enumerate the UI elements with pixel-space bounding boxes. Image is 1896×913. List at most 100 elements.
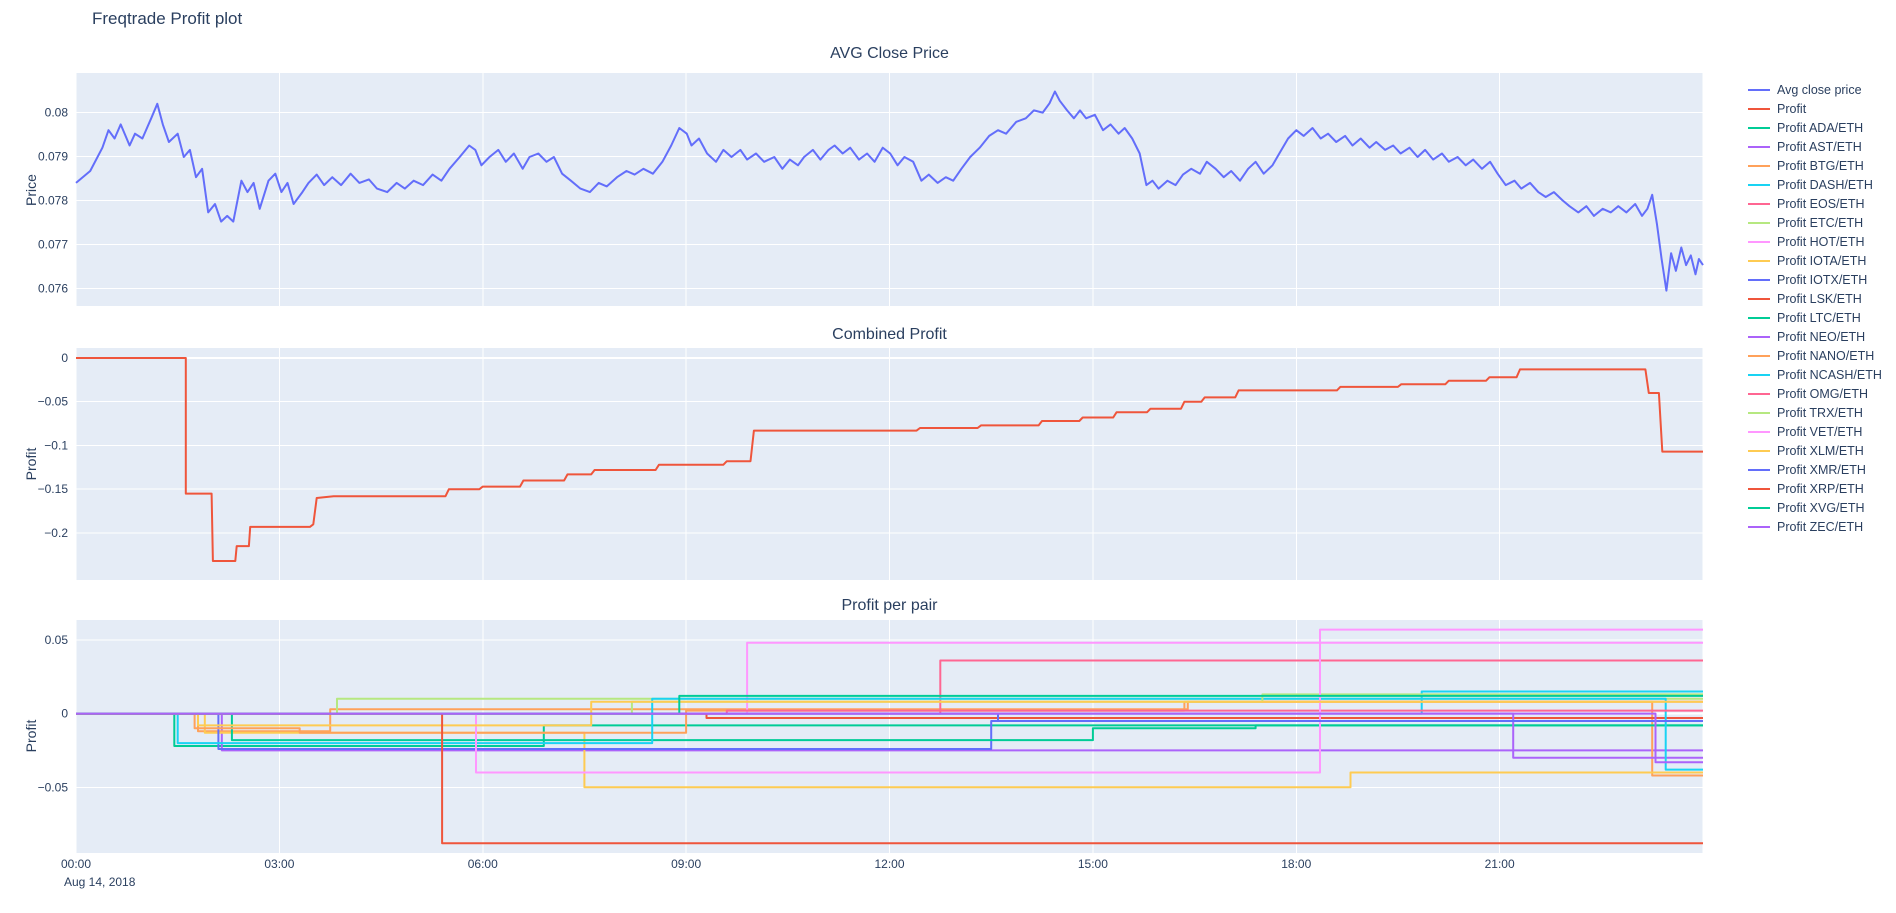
series-line-profit [76,357,1703,562]
legend-item-profit-iota-eth[interactable]: Profit IOTA/ETH [1748,251,1882,270]
x-tick-label: 12:00 [874,857,905,871]
series-line-profit-iota-eth [76,712,1703,789]
legend-item-profit[interactable]: Profit [1748,99,1882,118]
x-tick-label: 15:00 [1077,857,1108,871]
x-tick-label: 18:00 [1281,857,1312,871]
legend-label: Profit LTC/ETH [1777,310,1861,325]
legend-line-swatch [1748,278,1770,281]
legend-item-profit-xvg-eth[interactable]: Profit XVG/ETH [1748,498,1882,517]
legend-label: Profit XVG/ETH [1777,500,1865,515]
legend-item-profit-nano-eth[interactable]: Profit NANO/ETH [1748,346,1882,365]
y-tick-label: −0.2 [44,526,68,540]
legend-label: Profit IOTA/ETH [1777,253,1867,268]
legend-item-avg-close-price[interactable]: Avg close price [1748,80,1882,99]
subplot-title-profit-per-pair: Profit per pair [841,597,938,614]
legend-line-swatch [1748,335,1770,338]
avg-close-price-chart-canvas[interactable]: 0.08 0.079 0.078 0.077 0.076 [0,73,1896,306]
legend-label: Profit DASH/ETH [1777,177,1873,192]
y-tick-label: 0 [61,351,68,365]
x-tick-label: 09:00 [671,857,702,871]
legend-item-profit-dash-eth[interactable]: Profit DASH/ETH [1748,175,1882,194]
series-line-avg-close-price [75,90,1704,292]
legend-label: Profit XRP/ETH [1777,481,1864,496]
legend-item-profit-zec-eth[interactable]: Profit ZEC/ETH [1748,517,1882,536]
legend-item-profit-iotx-eth[interactable]: Profit IOTX/ETH [1748,270,1882,289]
series-line-profit-ncash-eth [76,697,1703,771]
legend-label: Profit LSK/ETH [1777,291,1862,306]
legend-label: Profit HOT/ETH [1777,234,1865,249]
profit-per-pair-chart-canvas[interactable]: 0.05 0 −0.05 [0,620,1896,853]
legend-item-profit-etc-eth[interactable]: Profit ETC/ETH [1748,213,1882,232]
legend-line-swatch [1748,487,1770,490]
x-tick-label: 03:00 [264,857,295,871]
legend-item-profit-omg-eth[interactable]: Profit OMG/ETH [1748,384,1882,403]
y-tick-label: 0 [61,707,68,721]
legend-label: Profit IOTX/ETH [1777,272,1868,287]
legend-line-swatch [1748,430,1770,433]
legend-line-swatch [1748,145,1770,148]
series-line-profit-nano-eth [76,700,1703,734]
legend-item-profit-btg-eth[interactable]: Profit BTG/ETH [1748,156,1882,175]
legend-item-profit-ncash-eth[interactable]: Profit NCASH/ETH [1748,365,1882,384]
legend-label: Profit VET/ETH [1777,424,1863,439]
legend-line-swatch [1748,411,1770,414]
legend-line-swatch [1748,202,1770,205]
legend-line-swatch [1748,221,1770,224]
legend-item-profit-neo-eth[interactable]: Profit NEO/ETH [1748,327,1882,346]
legend-label: Profit ADA/ETH [1777,120,1864,135]
legend-item-profit-ast-eth[interactable]: Profit AST/ETH [1748,137,1882,156]
legend-item-profit-xrp-eth[interactable]: Profit XRP/ETH [1748,479,1882,498]
legend-line-swatch [1748,525,1770,528]
legend-item-profit-ltc-eth[interactable]: Profit LTC/ETH [1748,308,1882,327]
legend-line-swatch [1748,259,1770,262]
legend-line-swatch [1748,297,1770,300]
legend-label: Profit NCASH/ETH [1777,367,1882,382]
legend-label: Profit XLM/ETH [1777,443,1864,458]
legend-label: Profit OMG/ETH [1777,386,1868,401]
legend-line-swatch [1748,316,1770,319]
legend-item-profit-lsk-eth[interactable]: Profit LSK/ETH [1748,289,1882,308]
legend-line-swatch [1748,468,1770,471]
legend-label: Profit NANO/ETH [1777,348,1875,363]
legend-item-profit-ada-eth[interactable]: Profit ADA/ETH [1748,118,1882,137]
legend-line-swatch [1748,183,1770,186]
y-tick-label: −0.05 [38,395,69,409]
series-line-profit-zec-eth [76,712,1703,764]
legend-line-swatch [1748,506,1770,509]
subplot-title-combined-profit: Combined Profit [832,326,947,343]
legend-item-profit-hot-eth[interactable]: Profit HOT/ETH [1748,232,1882,251]
y-tick-label: 0.079 [38,150,68,164]
y-tick-label: 0.05 [45,633,69,647]
legend-line-swatch [1748,373,1770,376]
legend-item-profit-xmr-eth[interactable]: Profit XMR/ETH [1748,460,1882,479]
legend-line-swatch [1748,392,1770,395]
legend: Avg close price Profit Profit ADA/ETH Profi… [1748,80,1882,536]
legend-item-profit-eos-eth[interactable]: Profit EOS/ETH [1748,194,1882,213]
y-tick-label: −0.05 [38,780,69,794]
y-tick-label: −0.15 [38,482,69,496]
legend-line-swatch [1748,449,1770,452]
legend-line-swatch [1748,240,1770,243]
x-tick-label: 00:00 [60,857,92,871]
legend-label: Profit NEO/ETH [1777,329,1866,344]
legend-label: Profit ETC/ETH [1777,215,1864,230]
legend-label: Profit ZEC/ETH [1777,519,1864,534]
legend-label: Profit EOS/ETH [1777,196,1865,211]
y-tick-label: 0.08 [45,106,69,120]
legend-line-swatch [1748,126,1770,129]
y-tick-label: 0.077 [38,237,68,251]
legend-label: Profit AST/ETH [1777,139,1862,154]
series-line-profit-ltc-eth [76,712,1703,742]
legend-item-profit-trx-eth[interactable]: Profit TRX/ETH [1748,403,1882,422]
legend-line-swatch [1748,88,1770,91]
legend-label: Profit [1777,101,1807,116]
legend-line-swatch [1748,354,1770,357]
legend-item-profit-xlm-eth[interactable]: Profit XLM/ETH [1748,441,1882,460]
legend-label: Profit BTG/ETH [1777,158,1864,173]
legend-label: Profit XMR/ETH [1777,462,1866,477]
combined-profit-chart-canvas[interactable]: 0 −0.05 −0.1 −0.15 −0.2 [0,348,1896,580]
y-tick-label: −0.1 [44,438,68,452]
subplot-title-avg-close-price: AVG Close Price [830,45,949,62]
legend-item-profit-vet-eth[interactable]: Profit VET/ETH [1748,422,1882,441]
